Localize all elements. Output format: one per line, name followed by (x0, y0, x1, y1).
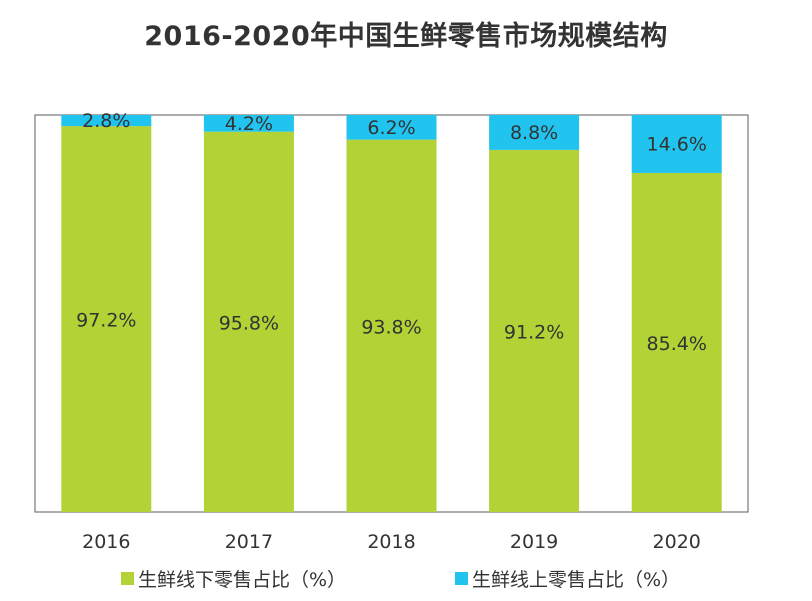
bar-online-2017 (203, 115, 294, 132)
bar-offline-2018 (346, 139, 437, 513)
legend-item-offline: 生鲜线下零售占比（%） (121, 565, 346, 592)
data-label-online-2016: 2.8% (82, 110, 130, 132)
stacked-bar-chart: 97.2% 2.8% 95.8% 4.2% 93.8% 6.2% 91.2% 8.8% 85.4… (34, 110, 749, 553)
bar-online-2019 (489, 115, 580, 150)
bar-offline-2019 (489, 149, 580, 512)
data-label-offline-2016: 97.2% (76, 310, 136, 332)
bars-layer (61, 115, 722, 513)
data-labels-layer: 97.2% 2.8% 95.8% 4.2% 93.8% 6.2% 91.2% 8.8% 85.4… (76, 110, 707, 355)
bar-online-2016 (61, 115, 152, 127)
data-label-online-2018: 6.2% (367, 117, 415, 139)
data-label-offline-2018: 93.8% (361, 316, 421, 338)
bar-online-2018 (346, 115, 437, 140)
bar-offline-2017 (203, 131, 294, 513)
legend-swatch-online (455, 572, 468, 585)
x-tick-labels: 2016 2017 2018 2019 2020 (82, 531, 701, 553)
data-label-online-2017: 4.2% (225, 113, 273, 135)
legend-swatch-offline (121, 572, 134, 585)
data-label-online-2020: 14.6% (647, 133, 707, 155)
bar-offline-2020 (631, 172, 722, 512)
x-tick-2019: 2019 (510, 531, 558, 553)
x-tick-2018: 2018 (367, 531, 415, 553)
data-label-offline-2020: 85.4% (647, 333, 707, 355)
data-label-offline-2019: 91.2% (504, 321, 564, 343)
x-tick-2016: 2016 (82, 531, 130, 553)
legend-label-online: 生鲜线上零售占比（%） (472, 569, 681, 591)
legend-item-online: 生鲜线上零售占比（%） (455, 565, 680, 592)
data-label-offline-2017: 95.8% (219, 312, 279, 334)
legend: 生鲜线下零售占比（%） 生鲜线上零售占比（%） (0, 565, 812, 595)
x-tick-2017: 2017 (225, 531, 273, 553)
x-tick-2020: 2020 (653, 531, 701, 553)
bar-online-2020 (631, 115, 722, 173)
legend-label-offline: 生鲜线下零售占比（%） (138, 569, 347, 591)
bar-offline-2016 (61, 126, 152, 513)
data-label-online-2019: 8.8% (510, 122, 558, 144)
chart-title: 2016-2020年中国生鲜零售市场规模结构 (144, 21, 668, 52)
